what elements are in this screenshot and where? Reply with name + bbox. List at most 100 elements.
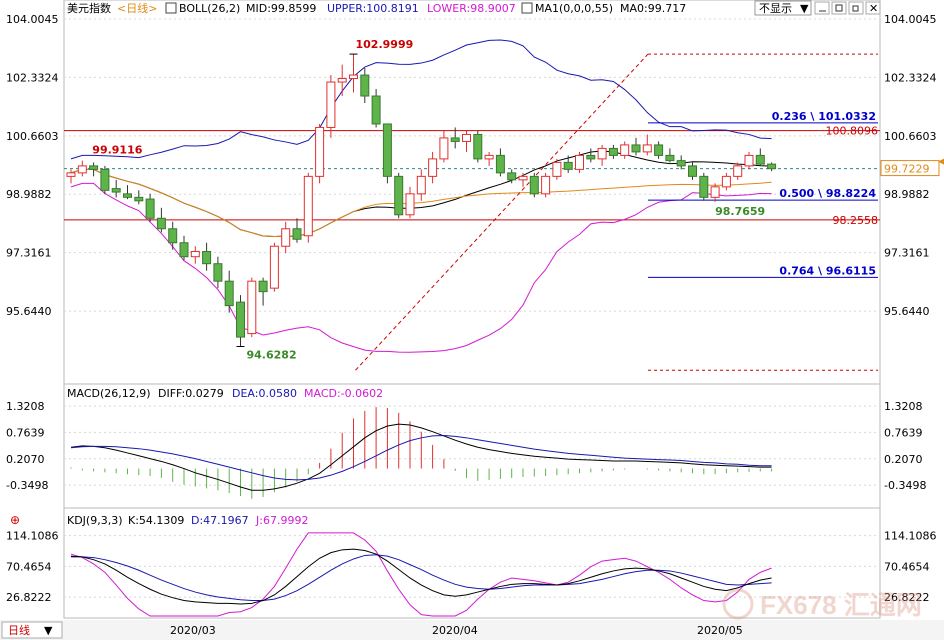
candle-body [654,144,664,156]
candle-body [258,280,268,293]
candle-body [382,123,392,177]
candle-body [202,250,212,265]
symbol-label: 美元指数 [67,1,111,15]
crosshair-icon[interactable]: ⊕ [10,513,20,527]
y-tick-label: 104.0045 [884,13,937,26]
candle-body [755,154,765,165]
candle-body [292,228,302,240]
y-tick-label: -0.3498 [884,479,926,492]
candle-body [123,193,132,198]
candle-body [642,144,652,153]
candle-body [439,137,449,160]
macd-macd-value: MACD:-0.0602 [304,387,383,400]
candle-body [518,175,528,181]
footer-bar [0,620,944,640]
candle-body [744,154,754,167]
y-tick-label: 102.3324 [884,71,937,84]
period-tab[interactable]: 日线 ▼ [1,621,63,639]
boll-label: BOLL(26,2) [179,2,240,15]
kdj-label: KDJ(9,3,3) [67,514,123,527]
candle-body [224,280,234,307]
candle-body [631,144,641,153]
candle-body [665,154,675,162]
dropdown-arrow-icon: ▼ [800,2,809,15]
start-annotation: 99.9116 [92,144,142,157]
candle-body [552,161,562,177]
fib-level-label: 0.236 \ 101.0332 [772,110,876,123]
candle-body [405,193,415,216]
candle-body [495,154,505,174]
ma-toggle-icon[interactable] [521,2,533,14]
watermark-icon [722,588,754,620]
candle-body [168,228,178,244]
window-controls: ✕ [814,1,881,15]
kdj-panel-frame [63,507,881,619]
level-label: 100.8096 [826,125,879,138]
candle-body [100,168,110,191]
maximize-icon [835,4,843,12]
hide-indicator-button[interactable]: 不显示 ▼ [754,0,812,16]
kdj-d-value: D:47.1967 [191,514,249,527]
y-tick-label: 0.7639 [6,426,45,439]
candle-body [179,242,189,258]
candle-body [134,196,144,202]
current-price-label: 99.7229 [884,163,930,176]
price-grid [64,18,880,312]
ma0-value: MA0:99.717 [620,2,686,15]
candle-body [326,81,336,128]
candle-body [575,154,584,170]
ma-line [70,168,772,237]
period-tab-arrow-icon: ▼ [44,624,53,637]
y-tick-label: 95.6440 [6,305,52,318]
candle-body [145,198,155,219]
candle-body [688,165,697,177]
y-tick-label: 104.0045 [6,13,59,26]
close-button[interactable] [865,1,881,15]
date-label: 2020/03 [170,624,216,637]
macd-dea-value: DEA:0.0580 [232,387,297,400]
candle-body [337,78,347,83]
bollinger-bands [64,39,880,371]
restore-icon [852,5,859,12]
y-tick-label: 70.4654 [6,560,52,573]
y-tick-label: 114.1086 [6,530,59,543]
price-axis-left: 104.0045 102.3324 100.6603 98.9882 97.3161 95… [6,13,59,318]
macd-dea-line [70,434,772,481]
boll-toggle-icon[interactable] [165,2,177,14]
minimize-button[interactable] [814,1,830,15]
restore-button[interactable] [848,1,864,15]
candle-body [394,175,404,216]
candle-body [608,147,618,156]
y-tick-label: 97.3161 [884,247,930,260]
candle-body [563,161,573,170]
y-tick-label: 0.7639 [884,426,923,439]
y-tick-label: 1.3208 [884,400,923,413]
candle-body [360,74,370,97]
candle-body [450,137,460,142]
candle-body [541,175,551,195]
y-tick-label: 97.3161 [6,247,52,260]
candle-body [190,250,200,258]
candle-body [721,175,731,188]
candle-body [473,133,483,160]
period-label: <日线> [117,1,157,15]
candle-body [428,158,438,177]
y-tick-label: 26.8222 [6,591,52,604]
boll-upper-line [70,39,772,160]
price-annotations: 100.8096 98.2558 0.236 \ 101.0332 0.500 \ 9… [92,38,878,361]
kdj-k-value: K:54.1309 [128,514,184,527]
recent-low-annotation: 98.7659 [715,205,765,218]
high-annotation: 102.9999 [356,38,414,51]
maximize-button[interactable] [831,1,847,15]
date-label: 2020/04 [432,624,478,637]
ma1-label: MA1(0,0,0,55) [535,2,613,15]
y-tick-label: 26.8222 [884,591,930,604]
candle-body [77,165,87,174]
candle-body [269,245,279,289]
fib-level-label: 0.764 \ 96.6115 [779,264,876,277]
candle-body [89,165,99,170]
y-tick-label: -0.3498 [6,479,48,492]
candle-body [213,263,223,282]
close-icon: ✕ [869,2,878,15]
